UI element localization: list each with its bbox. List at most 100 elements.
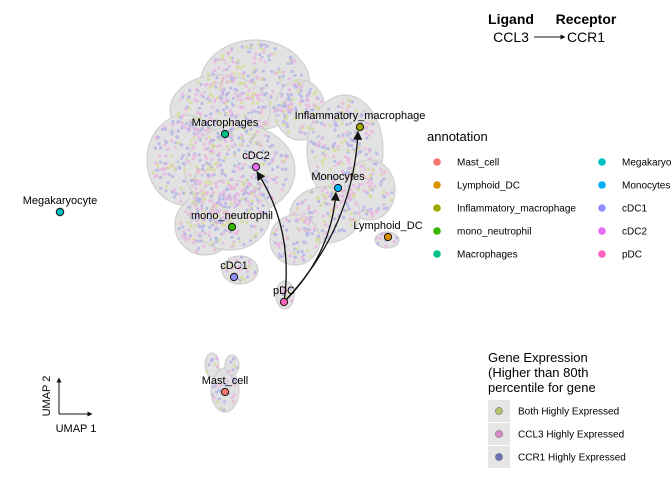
cell-point [234,259,239,263]
cell-point [242,182,246,186]
cell-point [252,89,256,93]
cell-point [228,64,232,69]
cell-point [226,181,230,185]
cell-point [272,178,276,182]
cell-point [302,236,306,240]
cell-point [187,153,191,157]
cell-point [292,242,296,246]
cell-point [234,131,238,135]
cell-point [240,255,244,259]
cell-point [214,225,218,229]
cell-point [197,246,201,250]
cell-point [240,136,244,140]
cell-point [286,259,290,263]
cell-point [316,106,320,110]
cell-point [279,153,283,158]
cell-point [225,269,229,273]
cell-point [307,104,311,108]
cell-point [294,217,298,222]
cell-point [300,85,304,89]
cell-point [191,179,195,183]
cell-point [224,93,228,97]
cell-point [217,57,221,62]
cell-point [228,80,232,84]
cell-point [159,146,163,150]
cell-point [204,180,208,184]
cell-point [211,217,215,221]
cell-point [219,406,223,410]
cell-point [209,112,213,116]
cell-point [153,174,157,178]
cell-point [247,88,251,92]
cell-point [382,232,386,236]
cell-point [244,221,249,225]
cell-point [171,135,175,139]
cell-point [236,97,240,101]
cell-point [287,77,291,81]
cell-point [380,180,384,184]
cell-point [229,134,234,138]
cell-point [205,157,209,161]
cell-point [208,141,212,145]
cell-point [224,201,228,205]
cell-point [208,225,212,229]
annotation-key-lymphoid_dc [433,181,441,189]
cell-point [258,98,262,102]
cell-point [309,140,313,144]
cell-point [205,206,209,210]
cell-point [206,242,210,246]
cell-point [333,149,337,153]
cell-point [251,101,255,105]
cell-point [368,122,372,126]
cell-point [153,146,158,150]
cell-point [164,185,168,189]
cell-point [233,151,237,155]
cell-point [357,142,362,146]
cell-point [261,86,266,90]
cell-point [211,143,215,147]
cell-point [257,142,261,146]
cell-point [238,167,242,171]
cell-point [252,67,256,71]
cell-point [321,193,325,197]
cell-point [232,386,236,390]
cell-point [207,162,212,166]
cell-point [216,91,220,95]
cell-point [280,188,284,192]
cell-point [321,125,325,129]
cell-point [326,113,330,117]
cell-point [263,60,267,64]
cell-point [226,379,230,383]
cell-point [308,254,312,258]
cell-point [202,244,206,248]
cell-point [194,92,198,96]
annotation-label-megakaryocyte: Megakaryocyte [622,158,672,169]
cell-point [340,189,344,193]
cell-point [233,379,237,383]
cell-point [238,65,242,69]
cell-point [180,95,185,99]
cell-point [187,159,191,163]
cell-point [289,57,293,61]
annotation-label-pdc: pDC [622,250,642,261]
cell-point [222,400,226,404]
cell-point [190,184,194,188]
cell-point [277,67,281,71]
cell-point [325,191,329,195]
cell-point [234,197,238,201]
cell-point [285,247,289,251]
cell-point [259,228,264,232]
cell-point [337,148,341,152]
cell-point [248,79,252,83]
cell-point [242,64,246,68]
cell-point [244,84,248,88]
cell-point [216,135,220,139]
cell-point [249,43,253,47]
cell-point [376,241,380,245]
cell-point [211,391,215,395]
cell-point [280,104,284,108]
cell-point [187,236,191,240]
cell-point [265,163,269,167]
cell-point [357,211,361,215]
cell-point [248,239,252,243]
